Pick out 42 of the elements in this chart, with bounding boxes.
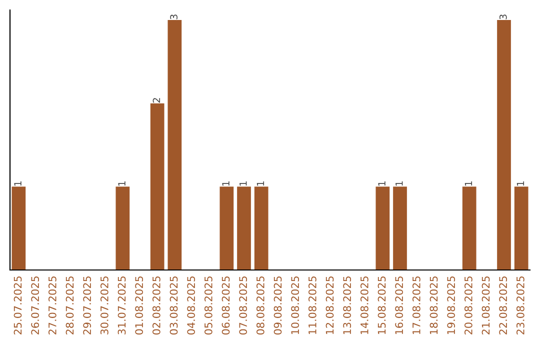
x-tick-label: 16.08.2025: [395, 276, 404, 334]
x-tick-label: 10.08.2025: [291, 276, 300, 334]
x-tick-label: 21.08.2025: [482, 276, 490, 334]
x-tick-label: 13.08.2025: [343, 276, 352, 334]
data-label: 1: [396, 181, 403, 186]
data-label: 1: [240, 181, 247, 186]
x-tick-label: 27.07.2025: [48, 276, 56, 334]
x-tick-label: 05.08.2025: [204, 276, 212, 335]
x-tick-label: 07.08.2025: [239, 276, 248, 335]
x-tick-label: 19.08.2025: [447, 276, 456, 334]
x-tick-label: 29.07.2025: [83, 276, 92, 334]
x-tick-label: 04.08.2025: [187, 276, 196, 335]
data-label: 1: [256, 181, 264, 186]
data-label: 1: [118, 181, 126, 186]
data-label: 3: [499, 14, 507, 20]
data-label: 1: [14, 181, 22, 186]
x-tick-label: 12.08.2025: [326, 276, 334, 334]
data-label: 1: [464, 181, 472, 186]
x-tick-label: 26.07.2025: [31, 276, 40, 334]
data-label: 2: [152, 98, 160, 103]
x-tick-label: 09.08.2025: [274, 276, 282, 335]
x-tick-label: 03.08.2025: [170, 276, 178, 335]
x-tick-label: 28.07.2025: [66, 276, 74, 334]
x-tick-label: 31.07.2025: [118, 276, 126, 334]
x-tick-label: 18.08.2025: [430, 276, 438, 334]
data-label: 1: [516, 181, 524, 186]
x-tick-label: 23.08.2025: [516, 276, 524, 334]
data-label: 3: [170, 14, 178, 20]
x-tick-label: 15.08.2025: [378, 276, 386, 334]
data-label: 1: [378, 181, 386, 186]
data-label: 1: [222, 181, 230, 186]
x-tick-label: 25.07.2025: [14, 276, 22, 334]
x-tick-label: 01.08.2025: [135, 276, 144, 335]
x-tick-label: 20.08.2025: [464, 276, 472, 334]
x-tick-label: 02.08.2025: [152, 276, 160, 335]
x-tick-label: 30.07.2025: [100, 276, 108, 334]
x-tick-label: 06.08.2025: [222, 276, 230, 335]
x-tick-label: 11.08.2025: [308, 276, 316, 334]
x-tick-label: 14.08.2025: [360, 276, 368, 334]
x-tick-label: 08.08.2025: [256, 276, 264, 335]
x-tick-label: 17.08.2025: [412, 276, 420, 334]
x-tick-label: 22.08.2025: [499, 276, 508, 334]
